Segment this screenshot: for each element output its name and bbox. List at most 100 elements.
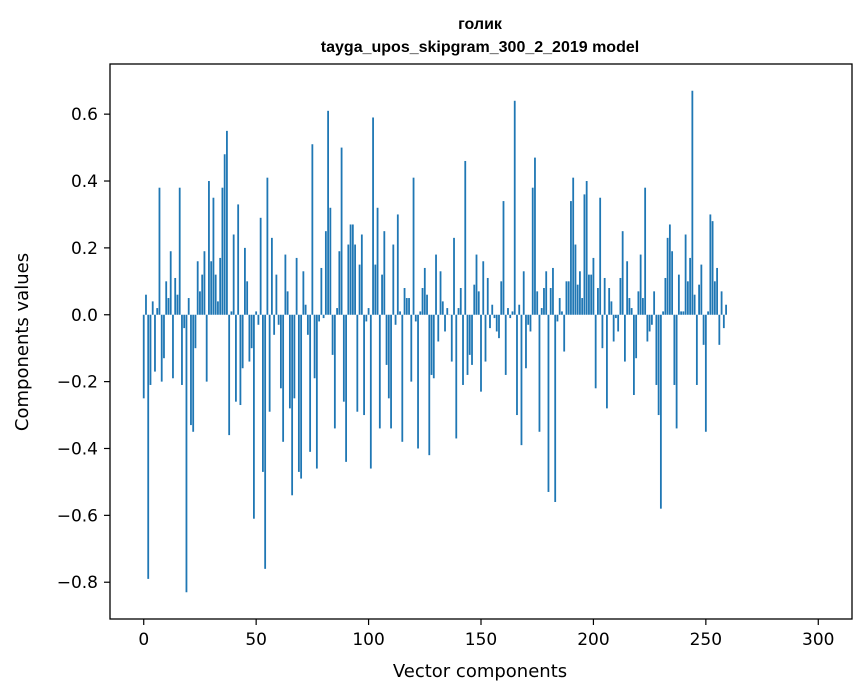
bar (183, 314, 186, 329)
bar (145, 294, 147, 315)
bar (495, 314, 498, 332)
bar (360, 234, 363, 315)
bar (244, 247, 246, 315)
bar (262, 314, 264, 472)
bar (556, 314, 559, 322)
bar (185, 314, 188, 593)
chart-title: голик (458, 16, 503, 33)
bar (648, 314, 651, 332)
bar (255, 311, 258, 315)
bar (306, 314, 309, 335)
bar (554, 314, 557, 502)
bar (707, 311, 709, 315)
bar (160, 314, 163, 382)
bar (345, 314, 347, 462)
bar (217, 301, 219, 315)
bar (574, 244, 577, 315)
bar (507, 308, 509, 315)
bar (725, 304, 727, 315)
bar (403, 288, 406, 315)
bar (396, 214, 399, 315)
bar (331, 314, 334, 355)
bar (628, 298, 631, 315)
bar (626, 261, 629, 315)
bar (142, 314, 145, 399)
bar (615, 314, 617, 319)
bar (284, 254, 287, 315)
bar (390, 314, 392, 429)
bar (529, 314, 532, 332)
bar (356, 314, 359, 412)
bar (405, 298, 408, 315)
bar (201, 274, 204, 315)
bar (457, 308, 460, 315)
bar (253, 314, 255, 519)
bar (453, 237, 455, 315)
bar (239, 314, 242, 406)
bar (491, 304, 494, 315)
bar (333, 314, 336, 429)
bar (212, 197, 215, 315)
bar (444, 314, 446, 332)
bar (641, 298, 644, 315)
bar (534, 157, 536, 315)
bar (419, 311, 422, 315)
bar (203, 251, 206, 315)
bar (349, 224, 352, 315)
y-tick-label: −0.4 (57, 439, 98, 459)
bar (468, 314, 471, 355)
bar (226, 130, 228, 315)
bar (655, 314, 658, 385)
bar (304, 304, 307, 315)
bar (293, 314, 296, 399)
bar (610, 301, 613, 315)
bar (230, 311, 233, 315)
bar (677, 274, 680, 315)
bar (619, 277, 622, 315)
bar (318, 314, 321, 322)
bar (579, 271, 581, 315)
bar (698, 284, 700, 315)
bar (500, 281, 503, 315)
bar (208, 181, 210, 315)
bar (237, 204, 240, 315)
bar (163, 314, 165, 359)
bar (570, 201, 572, 315)
bar (291, 314, 294, 496)
bar (543, 288, 545, 315)
x-axis-label: Vector components (393, 661, 567, 682)
bar (585, 181, 588, 315)
x-tick-label: 100 (352, 630, 384, 650)
bar (372, 117, 374, 315)
bar (558, 298, 561, 315)
bar (583, 194, 586, 315)
bar (666, 237, 669, 315)
bar (235, 314, 237, 402)
bar (716, 267, 718, 315)
bar (351, 224, 354, 315)
bar (417, 314, 419, 449)
bar (154, 314, 156, 372)
bar (525, 314, 527, 369)
bar (324, 231, 327, 315)
bar (581, 298, 584, 315)
bar (597, 288, 599, 315)
bar (426, 294, 428, 315)
bar (178, 187, 181, 315)
y-tick-label: 0.2 (71, 239, 98, 259)
bar (376, 207, 379, 315)
bar (408, 298, 410, 315)
bar (513, 100, 516, 315)
bar (378, 314, 381, 429)
bar (309, 314, 312, 452)
bar (572, 177, 575, 315)
bar (295, 257, 298, 315)
x-tick-label: 200 (577, 630, 609, 650)
bar (722, 314, 725, 329)
bar (320, 267, 323, 315)
bar (205, 314, 208, 382)
bar (482, 261, 485, 315)
bar (264, 314, 267, 569)
bar (399, 311, 401, 315)
bar (720, 291, 723, 315)
